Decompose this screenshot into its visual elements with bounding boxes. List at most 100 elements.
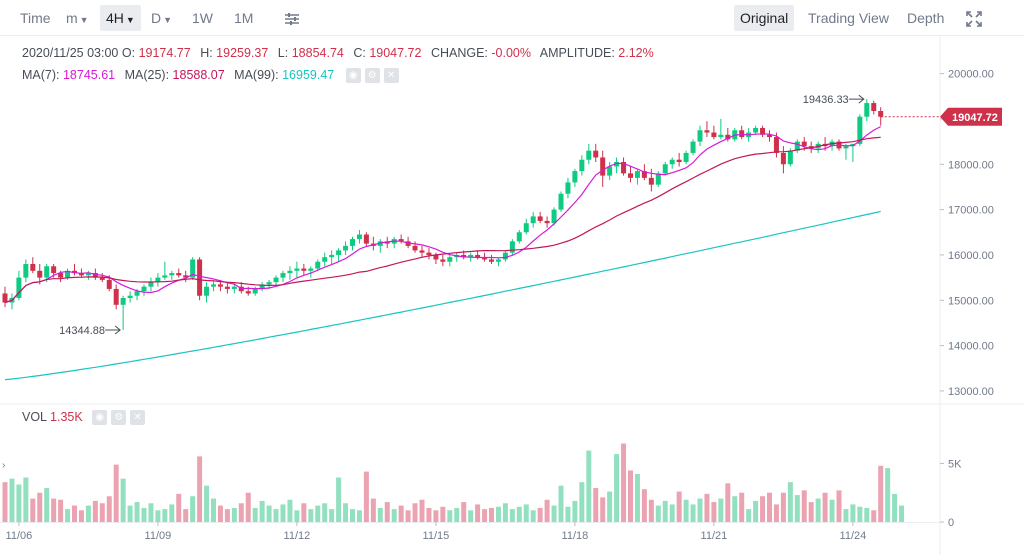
- volume-bar: [676, 491, 682, 522]
- volume-bar: [99, 503, 105, 522]
- minute-interval-dropdown[interactable]: m ▼: [60, 5, 95, 31]
- volume-bar: [600, 497, 606, 522]
- candle-body: [794, 141, 800, 151]
- volume-bar: [23, 477, 29, 522]
- candle-body: [176, 273, 182, 276]
- candle-body: [224, 286, 230, 289]
- week-interval-button[interactable]: 1W: [192, 10, 213, 26]
- candle-body: [864, 103, 870, 117]
- month-interval-button[interactable]: 1M: [234, 10, 254, 26]
- tradingview-tab[interactable]: Trading View: [808, 10, 889, 26]
- candle-body: [878, 111, 884, 117]
- interval-4h-dropdown[interactable]: 4H ▼: [100, 5, 141, 31]
- eye-icon[interactable]: ◉: [345, 68, 361, 84]
- day-interval-dropdown[interactable]: D ▼: [145, 5, 178, 31]
- volume-bar: [183, 509, 189, 522]
- settings-icon[interactable]: ⚙: [111, 410, 127, 426]
- volume-bar: [58, 499, 64, 522]
- candle-body: [266, 282, 272, 285]
- volume-bar: [134, 502, 140, 522]
- close-icon[interactable]: ✕: [383, 68, 399, 84]
- volume-bar: [454, 507, 460, 522]
- candle-body: [148, 282, 154, 287]
- candle-body: [273, 277, 279, 283]
- volume-bar: [224, 509, 230, 522]
- low-label: L:: [277, 46, 289, 60]
- volume-bar: [760, 496, 766, 522]
- candle-body: [183, 275, 189, 278]
- volume-bar: [530, 510, 536, 522]
- candle-body: [252, 288, 258, 294]
- candle-body: [753, 128, 759, 133]
- candle-body: [329, 254, 335, 258]
- volume-bar: [30, 498, 36, 522]
- candle-body: [614, 162, 620, 167]
- candle-body: [621, 162, 627, 174]
- candle-body: [725, 134, 731, 140]
- indicator-settings-button[interactable]: [278, 5, 306, 31]
- volume-bar: [65, 509, 71, 522]
- volume-bar: [433, 510, 439, 522]
- volume-bar: [718, 498, 724, 522]
- volume-bar: [162, 509, 168, 522]
- volume-bar: [725, 483, 731, 522]
- candle-body: [58, 273, 64, 278]
- fullscreen-icon: [966, 11, 982, 28]
- candle-body: [655, 173, 661, 185]
- candle-body: [308, 268, 314, 271]
- volume-bar: [176, 493, 182, 522]
- volume-bar: [780, 492, 786, 522]
- settings-icon[interactable]: ⚙: [364, 68, 380, 84]
- volume-bar: [683, 499, 689, 522]
- high-label: H:: [200, 46, 213, 60]
- candle-body: [51, 266, 57, 274]
- volume-bar: [461, 502, 467, 522]
- candle-body: [871, 103, 877, 111]
- volume-bar: [252, 507, 258, 522]
- volume-bar: [711, 502, 717, 522]
- candle-body: [23, 264, 29, 278]
- volume-bar: [211, 498, 216, 522]
- original-view-tab[interactable]: Original: [734, 5, 795, 31]
- time-tick-label: 11/09: [145, 530, 172, 542]
- candle-body: [190, 259, 196, 278]
- candle-body: [44, 266, 50, 278]
- volume-bar: [614, 454, 620, 522]
- volume-bar: [426, 507, 432, 522]
- candle-body: [30, 264, 36, 271]
- volume-bar: [662, 500, 668, 522]
- volume-bar: [169, 504, 175, 522]
- candle-body: [204, 286, 210, 296]
- candlestick-chart[interactable]: 20000.0019000.0018000.0017000.0016000.00…: [0, 36, 1024, 555]
- volume-bar: [217, 505, 223, 522]
- close-icon[interactable]: ✕: [130, 410, 146, 426]
- open-value: 19174.77: [138, 46, 191, 60]
- candle-body: [502, 252, 508, 260]
- candle-body: [565, 182, 571, 194]
- volume-bar: [329, 509, 335, 522]
- candle-body: [433, 254, 439, 260]
- volume-bar: [558, 485, 564, 522]
- volume-bar: [92, 500, 98, 522]
- price-tick-label: 16000.00: [948, 250, 994, 262]
- depth-tab[interactable]: Depth: [907, 10, 945, 26]
- candle-body: [85, 273, 91, 276]
- volume-bar: [287, 499, 293, 522]
- volume-bar: [245, 492, 251, 522]
- caret-down-icon: ▼: [163, 15, 173, 25]
- volume-bar: [704, 493, 710, 522]
- ma99-line: [4, 210, 881, 381]
- chevron-right-icon: ›: [2, 460, 5, 471]
- candle-body: [363, 234, 369, 244]
- volume-bar: [885, 468, 891, 522]
- volume-bar: [9, 478, 15, 522]
- price-tick-label: 17000.00: [948, 205, 994, 217]
- eye-icon[interactable]: ◉: [92, 410, 108, 426]
- fullscreen-button[interactable]: [960, 5, 988, 31]
- candle-body: [169, 273, 175, 276]
- ma7-label: MA(7):: [22, 68, 60, 82]
- time-button[interactable]: Time: [20, 10, 51, 26]
- candle-body: [440, 259, 446, 262]
- volume-bar: [697, 498, 703, 522]
- candle-body: [447, 257, 453, 262]
